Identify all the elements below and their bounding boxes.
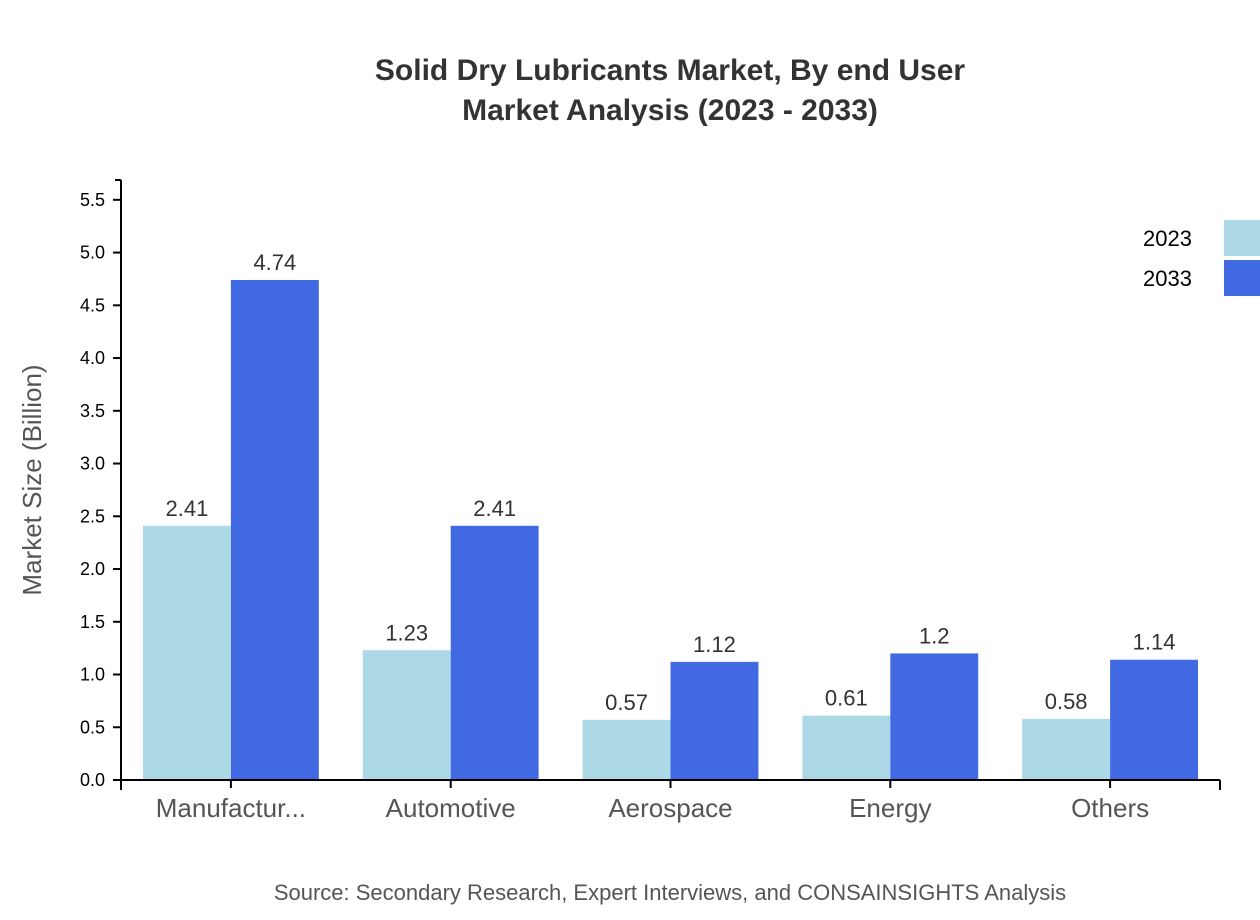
chart-title-line-2: Market Analysis (2023 - 2033) <box>462 94 878 127</box>
data-label: 1.2 <box>919 623 950 648</box>
legend-label: 2033 <box>1143 266 1192 291</box>
y-tick-label: 4.0 <box>80 348 105 368</box>
y-tick-label: 0.5 <box>80 717 105 737</box>
data-label: 0.61 <box>825 686 868 711</box>
x-tick-label: Aerospace <box>608 793 732 823</box>
bar-2033 <box>450 525 539 780</box>
bar-2023 <box>802 715 891 780</box>
y-tick-label: 3.5 <box>80 401 105 421</box>
x-axis: Manufactur... Automotive Aerospace Energy Ot… <box>120 779 1221 823</box>
y-tick-label: 2.5 <box>80 506 105 526</box>
legend-swatch-2023 <box>1224 220 1260 256</box>
y-axis: 0.0 0.5 1.0 1.5 2.0 2.5 3.0 3.5 4.0 4.5 5.0 5.5 <box>80 179 122 790</box>
bar-2033 <box>670 661 759 780</box>
bar-2023 <box>142 525 231 780</box>
chart-title-line-1: Solid Dry Lubricants Market, By end User <box>375 54 965 87</box>
data-label: 1.23 <box>385 620 428 645</box>
x-tick-label: Manufactur... <box>156 793 306 823</box>
legend-label: 2023 <box>1143 226 1192 251</box>
x-tick-label: Automotive <box>386 793 516 823</box>
legend: 2023 2033 <box>1143 220 1260 296</box>
bar-2023 <box>1022 718 1111 780</box>
y-tick-label: 1.0 <box>80 665 105 685</box>
x-tick-label: Energy <box>849 793 931 823</box>
y-tick-label: 5.5 <box>80 190 105 210</box>
bar-2033 <box>1110 659 1199 780</box>
bar-2033 <box>230 280 319 780</box>
x-tick-label: Others <box>1071 793 1149 823</box>
data-label: 4.74 <box>253 250 296 275</box>
y-tick-label: 3.0 <box>80 454 105 474</box>
y-tick-label: 5.0 <box>80 243 105 263</box>
y-axis-label: Market Size (Billion) <box>17 364 47 595</box>
source-note: Source: Secondary Research, Expert Inter… <box>274 880 1066 905</box>
data-label: 0.58 <box>1045 689 1088 714</box>
y-tick-label: 0.0 <box>80 770 105 790</box>
data-label: 2.41 <box>166 496 209 521</box>
bar-2023 <box>362 650 451 780</box>
y-tick-label: 1.5 <box>80 612 105 632</box>
y-tick-label: 4.5 <box>80 295 105 315</box>
data-label: 2.41 <box>473 496 516 521</box>
legend-swatch-2033 <box>1224 260 1260 296</box>
data-label: 1.12 <box>693 632 736 657</box>
bar-2023 <box>582 719 671 780</box>
data-label: 0.57 <box>605 690 648 715</box>
y-tick-label: 2.0 <box>80 559 105 579</box>
data-label: 1.14 <box>1133 630 1176 655</box>
bars-group: 2.41 4.74 1.23 2.41 0.57 1.12 0.61 1.2 0.58 1.14 <box>142 250 1199 780</box>
bar-2033 <box>890 653 979 780</box>
